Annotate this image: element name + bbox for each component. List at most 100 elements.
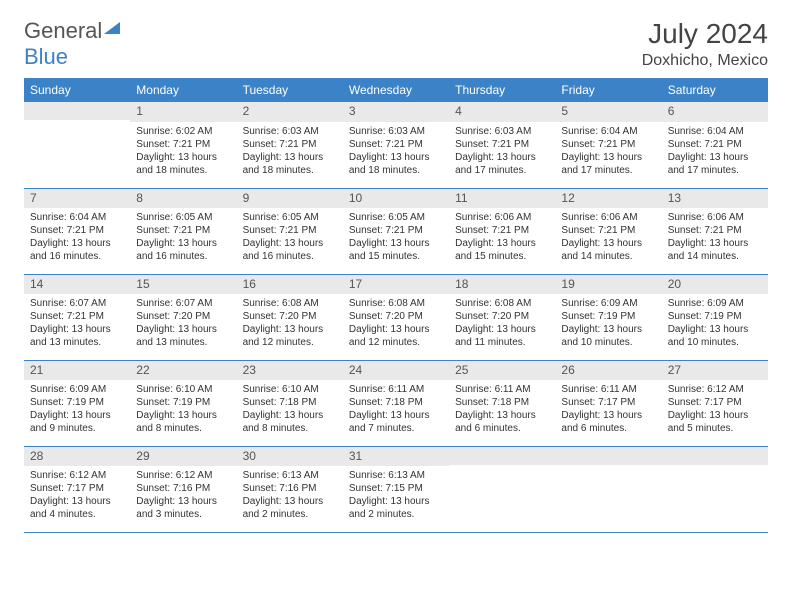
calendar-week-row: 14Sunrise: 6:07 AMSunset: 7:21 PMDayligh…	[24, 274, 768, 360]
day-cell-body: Sunrise: 6:08 AMSunset: 7:20 PMDaylight:…	[237, 294, 343, 353]
calendar-day-cell: 7Sunrise: 6:04 AMSunset: 7:21 PMDaylight…	[24, 188, 130, 274]
daylight-text: Daylight: 13 hours and 12 minutes.	[243, 323, 337, 349]
sunrise-text: Sunrise: 6:12 AM	[668, 383, 762, 396]
sunrise-text: Sunrise: 6:09 AM	[30, 383, 124, 396]
calendar-day-cell: 8Sunrise: 6:05 AMSunset: 7:21 PMDaylight…	[130, 188, 236, 274]
day-number: 15	[130, 275, 236, 295]
sunset-text: Sunset: 7:21 PM	[561, 224, 655, 237]
sunset-text: Sunset: 7:21 PM	[668, 224, 762, 237]
calendar-day-cell: 17Sunrise: 6:08 AMSunset: 7:20 PMDayligh…	[343, 274, 449, 360]
day-cell-body: Sunrise: 6:05 AMSunset: 7:21 PMDaylight:…	[343, 208, 449, 267]
calendar-day-cell: 20Sunrise: 6:09 AMSunset: 7:19 PMDayligh…	[662, 274, 768, 360]
day-cell-body: Sunrise: 6:06 AMSunset: 7:21 PMDaylight:…	[555, 208, 661, 267]
day-number: 2	[237, 102, 343, 122]
day-number: 20	[662, 275, 768, 295]
calendar-day-cell: 6Sunrise: 6:04 AMSunset: 7:21 PMDaylight…	[662, 102, 768, 188]
day-number	[449, 447, 555, 465]
calendar-week-row: 7Sunrise: 6:04 AMSunset: 7:21 PMDaylight…	[24, 188, 768, 274]
day-cell-body: Sunrise: 6:06 AMSunset: 7:21 PMDaylight:…	[449, 208, 555, 267]
day-cell-body: Sunrise: 6:12 AMSunset: 7:17 PMDaylight:…	[24, 466, 130, 525]
sunrise-text: Sunrise: 6:08 AM	[455, 297, 549, 310]
day-number: 5	[555, 102, 661, 122]
day-cell-body: Sunrise: 6:08 AMSunset: 7:20 PMDaylight:…	[449, 294, 555, 353]
sunrise-text: Sunrise: 6:08 AM	[349, 297, 443, 310]
location: Doxhicho, Mexico	[642, 52, 768, 70]
calendar-day-cell: 30Sunrise: 6:13 AMSunset: 7:16 PMDayligh…	[237, 446, 343, 532]
day-cell-body: Sunrise: 6:08 AMSunset: 7:20 PMDaylight:…	[343, 294, 449, 353]
sunrise-text: Sunrise: 6:13 AM	[243, 469, 337, 482]
day-number: 13	[662, 189, 768, 209]
sunset-text: Sunset: 7:21 PM	[349, 224, 443, 237]
day-number: 26	[555, 361, 661, 381]
sunrise-text: Sunrise: 6:05 AM	[136, 211, 230, 224]
daylight-text: Daylight: 13 hours and 10 minutes.	[561, 323, 655, 349]
day-cell-body: Sunrise: 6:06 AMSunset: 7:21 PMDaylight:…	[662, 208, 768, 267]
calendar-day-cell: 15Sunrise: 6:07 AMSunset: 7:20 PMDayligh…	[130, 274, 236, 360]
sunset-text: Sunset: 7:15 PM	[349, 482, 443, 495]
daylight-text: Daylight: 13 hours and 15 minutes.	[455, 237, 549, 263]
calendar-day-cell: 13Sunrise: 6:06 AMSunset: 7:21 PMDayligh…	[662, 188, 768, 274]
day-number: 27	[662, 361, 768, 381]
day-cell-body: Sunrise: 6:09 AMSunset: 7:19 PMDaylight:…	[662, 294, 768, 353]
daylight-text: Daylight: 13 hours and 7 minutes.	[349, 409, 443, 435]
sunset-text: Sunset: 7:18 PM	[349, 396, 443, 409]
calendar-day-cell	[449, 446, 555, 532]
sunrise-text: Sunrise: 6:10 AM	[243, 383, 337, 396]
day-number: 11	[449, 189, 555, 209]
daylight-text: Daylight: 13 hours and 5 minutes.	[668, 409, 762, 435]
calendar-day-cell: 10Sunrise: 6:05 AMSunset: 7:21 PMDayligh…	[343, 188, 449, 274]
day-number: 29	[130, 447, 236, 467]
sunrise-text: Sunrise: 6:13 AM	[349, 469, 443, 482]
daylight-text: Daylight: 13 hours and 8 minutes.	[136, 409, 230, 435]
daylight-text: Daylight: 13 hours and 16 minutes.	[30, 237, 124, 263]
day-number: 18	[449, 275, 555, 295]
sunrise-text: Sunrise: 6:06 AM	[455, 211, 549, 224]
sunset-text: Sunset: 7:21 PM	[136, 138, 230, 151]
day-cell-body: Sunrise: 6:04 AMSunset: 7:21 PMDaylight:…	[662, 122, 768, 181]
weekday-header: Sunday	[24, 78, 130, 102]
daylight-text: Daylight: 13 hours and 17 minutes.	[455, 151, 549, 177]
calendar-day-cell: 23Sunrise: 6:10 AMSunset: 7:18 PMDayligh…	[237, 360, 343, 446]
sunset-text: Sunset: 7:21 PM	[349, 138, 443, 151]
calendar-day-cell: 1Sunrise: 6:02 AMSunset: 7:21 PMDaylight…	[130, 102, 236, 188]
day-cell-body: Sunrise: 6:03 AMSunset: 7:21 PMDaylight:…	[343, 122, 449, 181]
day-number: 23	[237, 361, 343, 381]
weekday-header: Friday	[555, 78, 661, 102]
day-number	[662, 447, 768, 465]
day-cell-body: Sunrise: 6:11 AMSunset: 7:18 PMDaylight:…	[449, 380, 555, 439]
sunset-text: Sunset: 7:21 PM	[668, 138, 762, 151]
sunrise-text: Sunrise: 6:07 AM	[136, 297, 230, 310]
calendar-week-row: 1Sunrise: 6:02 AMSunset: 7:21 PMDaylight…	[24, 102, 768, 188]
calendar-day-cell: 16Sunrise: 6:08 AMSunset: 7:20 PMDayligh…	[237, 274, 343, 360]
day-number: 1	[130, 102, 236, 122]
calendar-day-cell: 3Sunrise: 6:03 AMSunset: 7:21 PMDaylight…	[343, 102, 449, 188]
daylight-text: Daylight: 13 hours and 16 minutes.	[243, 237, 337, 263]
day-cell-body: Sunrise: 6:13 AMSunset: 7:15 PMDaylight:…	[343, 466, 449, 525]
day-number: 24	[343, 361, 449, 381]
calendar-day-cell: 19Sunrise: 6:09 AMSunset: 7:19 PMDayligh…	[555, 274, 661, 360]
day-number: 9	[237, 189, 343, 209]
sunset-text: Sunset: 7:17 PM	[30, 482, 124, 495]
daylight-text: Daylight: 13 hours and 13 minutes.	[30, 323, 124, 349]
title-block: July 2024 Doxhicho, Mexico	[642, 18, 768, 70]
calendar-day-cell: 14Sunrise: 6:07 AMSunset: 7:21 PMDayligh…	[24, 274, 130, 360]
day-cell-body: Sunrise: 6:03 AMSunset: 7:21 PMDaylight:…	[449, 122, 555, 181]
sunrise-text: Sunrise: 6:12 AM	[136, 469, 230, 482]
daylight-text: Daylight: 13 hours and 18 minutes.	[243, 151, 337, 177]
day-number: 6	[662, 102, 768, 122]
sunset-text: Sunset: 7:21 PM	[136, 224, 230, 237]
day-cell-body: Sunrise: 6:09 AMSunset: 7:19 PMDaylight:…	[24, 380, 130, 439]
calendar-day-cell: 21Sunrise: 6:09 AMSunset: 7:19 PMDayligh…	[24, 360, 130, 446]
daylight-text: Daylight: 13 hours and 14 minutes.	[668, 237, 762, 263]
day-number: 4	[449, 102, 555, 122]
day-cell-body: Sunrise: 6:12 AMSunset: 7:16 PMDaylight:…	[130, 466, 236, 525]
day-number: 7	[24, 189, 130, 209]
daylight-text: Daylight: 13 hours and 6 minutes.	[561, 409, 655, 435]
day-number	[555, 447, 661, 465]
day-cell-body: Sunrise: 6:09 AMSunset: 7:19 PMDaylight:…	[555, 294, 661, 353]
sunset-text: Sunset: 7:20 PM	[136, 310, 230, 323]
day-number: 16	[237, 275, 343, 295]
daylight-text: Daylight: 13 hours and 18 minutes.	[136, 151, 230, 177]
sunrise-text: Sunrise: 6:05 AM	[243, 211, 337, 224]
daylight-text: Daylight: 13 hours and 8 minutes.	[243, 409, 337, 435]
